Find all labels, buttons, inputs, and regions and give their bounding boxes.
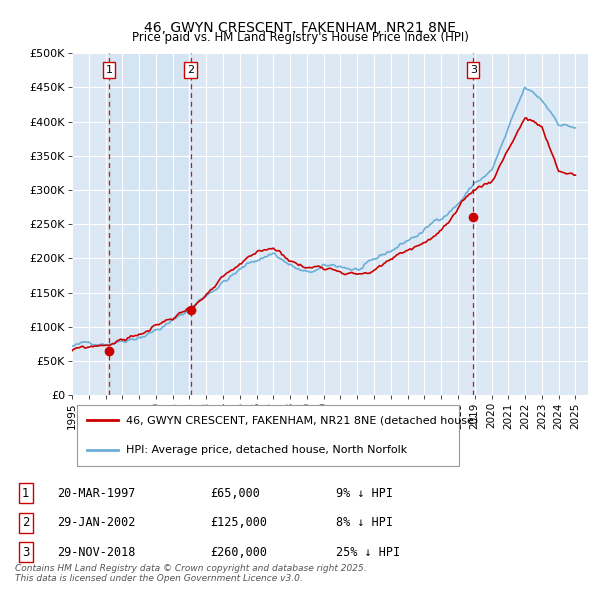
- Text: 2: 2: [22, 516, 29, 529]
- Text: 20-MAR-1997: 20-MAR-1997: [57, 487, 136, 500]
- Text: Price paid vs. HM Land Registry's House Price Index (HPI): Price paid vs. HM Land Registry's House …: [131, 31, 469, 44]
- Text: £65,000: £65,000: [210, 487, 260, 500]
- Text: 3: 3: [22, 546, 29, 559]
- Text: 3: 3: [470, 65, 477, 75]
- Text: 25% ↓ HPI: 25% ↓ HPI: [336, 546, 400, 559]
- Text: 29-JAN-2002: 29-JAN-2002: [57, 516, 136, 529]
- Text: HPI: Average price, detached house, North Norfolk: HPI: Average price, detached house, Nort…: [126, 445, 407, 455]
- Bar: [109, 53, 191, 395]
- Text: 8% ↓ HPI: 8% ↓ HPI: [336, 516, 393, 529]
- FancyBboxPatch shape: [77, 405, 459, 466]
- Text: 1: 1: [22, 487, 29, 500]
- Text: 9% ↓ HPI: 9% ↓ HPI: [336, 487, 393, 500]
- Text: 2: 2: [187, 65, 194, 75]
- Text: £125,000: £125,000: [210, 516, 267, 529]
- Text: 46, GWYN CRESCENT, FAKENHAM, NR21 8NE (detached house): 46, GWYN CRESCENT, FAKENHAM, NR21 8NE (d…: [126, 415, 478, 425]
- Text: £260,000: £260,000: [210, 546, 267, 559]
- Text: 29-NOV-2018: 29-NOV-2018: [57, 546, 136, 559]
- Text: Contains HM Land Registry data © Crown copyright and database right 2025.
This d: Contains HM Land Registry data © Crown c…: [15, 563, 367, 583]
- Text: 46, GWYN CRESCENT, FAKENHAM, NR21 8NE: 46, GWYN CRESCENT, FAKENHAM, NR21 8NE: [144, 21, 456, 35]
- Text: 1: 1: [106, 65, 113, 75]
